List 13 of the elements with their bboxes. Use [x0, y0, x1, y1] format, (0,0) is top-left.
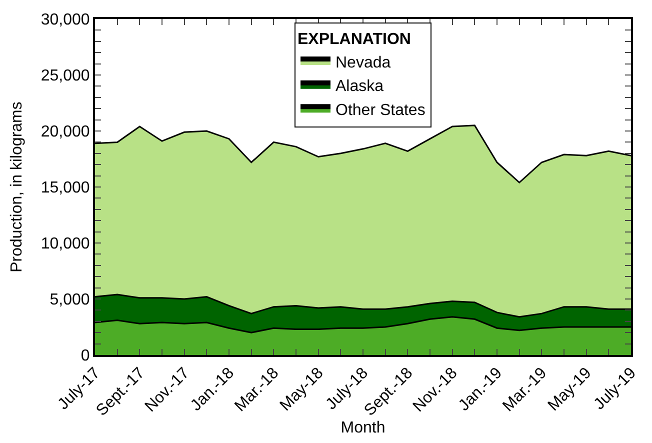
- y-tick-label: 25,000: [40, 68, 90, 85]
- y-tick-label: 10,000: [40, 236, 90, 253]
- legend-label: Nevada: [336, 54, 391, 72]
- y-tick-label: 5,000: [50, 292, 90, 309]
- y-tick-label: 20,000: [40, 124, 90, 141]
- legend-label: Other States: [336, 102, 426, 119]
- y-axis-title: Production, in kilograms: [8, 102, 26, 272]
- y-tick-label: 0: [80, 348, 90, 365]
- y-tick-label: 30,000: [40, 12, 90, 29]
- x-axis-title: Month: [340, 419, 386, 436]
- legend-label: Alaska: [336, 78, 384, 96]
- y-tick-label: 15,000: [40, 180, 90, 197]
- legend-title: EXPLANATION: [298, 31, 411, 48]
